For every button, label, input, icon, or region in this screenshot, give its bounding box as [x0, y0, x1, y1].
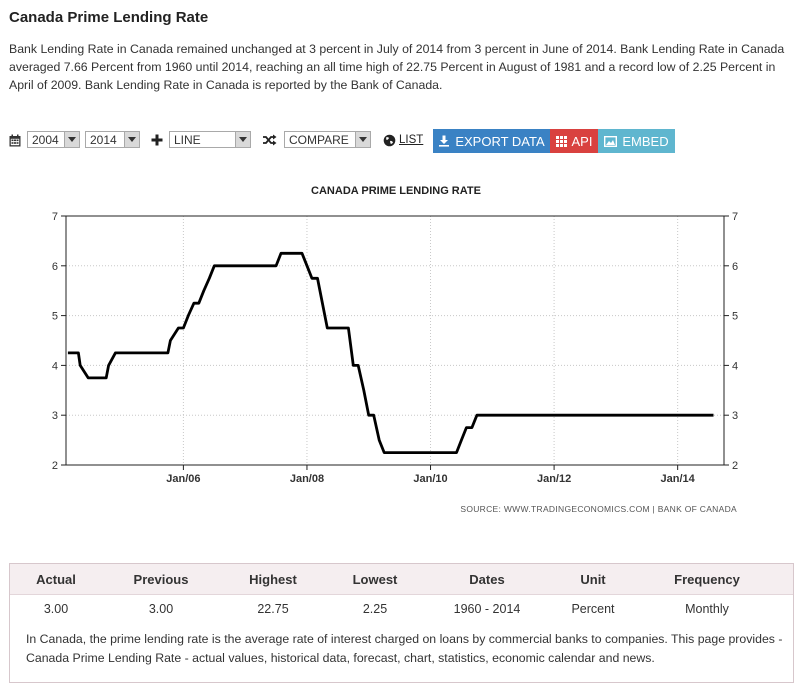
plot-frame [65, 215, 725, 466]
y-tick-label-left: 7 [52, 211, 58, 223]
chart-area: CANADA PRIME LENDING RATE 2 2 3 3 4 4 5 5 6 6 7 7 Ja… [0, 170, 806, 530]
header-dates: Dates [469, 572, 505, 587]
y-tick-label-right: 6 [732, 261, 738, 273]
stats-header-row: Actual Previous Highest Lowest Dates Uni… [10, 564, 793, 595]
y-tick-label-right: 2 [732, 460, 738, 472]
y-tick-label-right: 7 [732, 211, 738, 223]
start-year-value: 2004 [32, 133, 59, 147]
chevron-down-icon [124, 132, 139, 147]
header-previous: Previous [133, 572, 189, 587]
image-icon [604, 135, 618, 147]
chart-type-select[interactable]: LINE [169, 131, 251, 148]
plus-icon[interactable] [151, 129, 163, 151]
chart-source: SOURCE: WWW.TRADINGECONOMICS.COM | BANK … [460, 504, 737, 514]
start-year-select[interactable]: 2004 [27, 131, 80, 148]
page-description: Bank Lending Rate in Canada remained unc… [9, 42, 785, 92]
y-tick-label-right: 5 [732, 311, 738, 323]
series-line [67, 251, 714, 455]
header-unit: Unit [580, 572, 606, 587]
download-icon [439, 135, 450, 147]
value-actual: 3.00 [43, 602, 69, 616]
compare-select[interactable]: COMPARE [284, 131, 371, 148]
grid-icon [555, 135, 567, 147]
stats-note: In Canada, the prime lending rate is the… [26, 632, 783, 665]
list-link[interactable]: LIST [399, 134, 424, 146]
value-frequency: Monthly [685, 602, 729, 616]
api-button[interactable]: API [550, 129, 598, 153]
header-highest: Highest [249, 572, 297, 587]
y-tick-label-left: 5 [52, 311, 58, 323]
api-label: API [571, 133, 593, 149]
x-tick-label: Jan/08 [290, 473, 324, 485]
page-title: Canada Prime Lending Rate [9, 9, 209, 26]
y-tick-label-left: 2 [52, 460, 58, 472]
shuffle-icon [262, 129, 277, 151]
calendar-icon [9, 129, 21, 151]
value-dates: 1960 - 2014 [453, 602, 521, 616]
value-unit: Percent [571, 602, 615, 616]
y-tick-label-left: 3 [52, 410, 58, 422]
value-previous: 3.00 [148, 602, 174, 616]
chevron-down-icon [64, 132, 79, 147]
value-highest: 22.75 [257, 602, 289, 616]
header-actual: Actual [36, 572, 76, 587]
export-data-label: EXPORT DATA [455, 133, 545, 149]
value-lowest: 2.25 [362, 602, 388, 616]
export-data-button[interactable]: EXPORT DATA [433, 129, 550, 153]
end-year-value: 2014 [90, 133, 117, 147]
chevron-down-icon [355, 132, 370, 147]
chart-title: CANADA PRIME LENDING RATE [311, 185, 481, 197]
chart-type-value: LINE [174, 133, 201, 147]
x-tick-label: Jan/06 [166, 473, 200, 485]
chart-toolbar: 2004 2014 LINE COMPARE LIST [9, 129, 799, 153]
header-frequency: Frequency [674, 572, 740, 587]
header-lowest: Lowest [352, 572, 398, 587]
stats-table: Actual Previous Highest Lowest Dates Uni… [9, 563, 794, 683]
lending-rate-chart: CANADA PRIME LENDING RATE 2 2 3 3 4 4 5 5 6 6 7 7 Ja… [52, 185, 738, 514]
x-tick-label: Jan/14 [661, 473, 696, 485]
y-tick-label-left: 4 [52, 360, 58, 372]
x-tick-label: Jan/12 [537, 473, 571, 485]
chevron-down-icon [235, 132, 250, 147]
end-year-select[interactable]: 2014 [85, 131, 140, 148]
embed-label: EMBED [622, 133, 669, 149]
x-tick-label: Jan/10 [413, 473, 447, 485]
y-tick-label-right: 3 [732, 410, 738, 422]
embed-button[interactable]: EMBED [598, 129, 675, 153]
compare-value: COMPARE [289, 133, 349, 147]
y-tick-label-left: 6 [52, 261, 58, 273]
globe-icon [383, 129, 396, 151]
y-tick-label-right: 4 [732, 360, 738, 372]
